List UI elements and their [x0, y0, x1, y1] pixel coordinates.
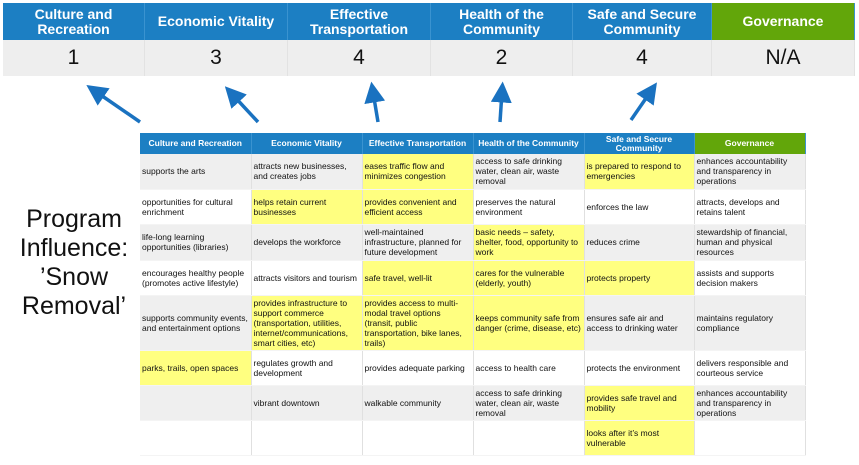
category-header: Effective Transportation	[288, 3, 431, 40]
category-score: N/A	[712, 40, 855, 76]
arrow-icon	[629, 82, 657, 121]
table-cell: preserves the natural environment	[473, 189, 585, 225]
table-cell: assists and supports decision makers	[694, 260, 806, 296]
table-cell: parks, trails, open spaces	[140, 350, 252, 386]
table-cell: encourages healthy people (promotes acti…	[140, 260, 252, 296]
table-cell: enhances accountability and transparency…	[694, 385, 806, 421]
table-row: life-long learning opportunities (librar…	[140, 224, 806, 261]
table-header: Safe and Secure Community	[584, 133, 695, 154]
table-cell	[362, 420, 474, 456]
table-row: parks, trails, open spaces regulates grow…	[140, 350, 806, 386]
table-cell: life-long learning opportunities (librar…	[140, 224, 252, 261]
arrow-icon	[490, 81, 512, 123]
table-cell	[694, 420, 806, 456]
category-score: 2	[431, 40, 573, 76]
program-influence-title: Program Influence: ’Snow Removal’	[19, 205, 129, 320]
category-header: Economic Vitality	[145, 3, 288, 40]
table-row: supports the arts attracts new businesses…	[140, 154, 806, 190]
table-cell: keeps community safe from danger (crime,…	[473, 295, 585, 351]
category-score: 4	[573, 40, 712, 76]
table-cell: protects property	[584, 260, 695, 296]
table-cell: enforces the law	[584, 189, 695, 225]
influence-table: Culture and Recreation Economic Vitality E…	[140, 133, 806, 456]
table-cell: attracts new businesses, and creates job…	[251, 154, 363, 190]
table-cell: basic needs – safety, shelter, food, opp…	[473, 224, 585, 261]
category-header: Safe and Secure Community	[573, 3, 712, 40]
category-header: Culture and Recreation	[3, 3, 145, 40]
category-header: Governance	[712, 3, 855, 40]
table-row: looks after it’s most vulnerable	[140, 420, 806, 456]
table-row: vibrant downtown walkable community access…	[140, 385, 806, 421]
table-cell: provides convenient and efficient access	[362, 189, 474, 225]
table-cell	[473, 420, 585, 456]
table-cell: provides adequate parking	[362, 350, 474, 386]
table-header: Governance	[694, 133, 806, 154]
table-cell	[140, 385, 252, 421]
table-cell: ensures safe air and access to drinking …	[584, 295, 695, 351]
table-cell	[140, 420, 252, 456]
table-cell: helps retain current businesses	[251, 189, 363, 225]
table-cell: attracts visitors and tourism	[251, 260, 363, 296]
table-cell: eases traffic flow and minimizes congest…	[362, 154, 474, 190]
table-cell: delivers responsible and courteous servi…	[694, 350, 806, 386]
arrow-icon	[86, 85, 141, 124]
table-cell: well-maintained infrastructure, planned …	[362, 224, 474, 261]
arrow-icon	[364, 81, 386, 123]
table-cell: develops the workforce	[251, 224, 363, 261]
arrow-icon	[224, 86, 260, 124]
table-cell: provides safe travel and mobility	[584, 385, 695, 421]
table-cell: protects the environment	[584, 350, 695, 386]
table-cell: provides infrastructure to support comme…	[251, 295, 363, 351]
table-cell	[251, 420, 363, 456]
table-cell: reduces crime	[584, 224, 695, 261]
table-cell: vibrant downtown	[251, 385, 363, 421]
table-cell: safe travel, well-lit	[362, 260, 474, 296]
table-row: supports community events, and entertain…	[140, 295, 806, 351]
table-cell: walkable community	[362, 385, 474, 421]
table-cell: cares for the vulnerable (elderly, youth…	[473, 260, 585, 296]
table-cell: enhances accountability and transparency…	[694, 154, 806, 190]
table-cell: opportunities for cultural enrichment	[140, 189, 252, 225]
table-header: Effective Transportation	[362, 133, 474, 154]
table-cell: supports the arts	[140, 154, 252, 190]
table-cell: looks after it’s most vulnerable	[584, 420, 695, 456]
table-cell: access to safe drinking water, clean air…	[473, 154, 585, 190]
category-score: 1	[3, 40, 145, 76]
table-header: Culture and Recreation	[140, 133, 252, 154]
category-score: 3	[145, 40, 288, 76]
table-cell: is prepared to respond to emergencies	[584, 154, 695, 190]
table-cell: regulates growth and development	[251, 350, 363, 386]
table-cell: access to health care	[473, 350, 585, 386]
table-row: encourages healthy people (promotes acti…	[140, 260, 806, 296]
table-header: Health of the Community	[473, 133, 585, 154]
table-cell: attracts, develops and retains talent	[694, 189, 806, 225]
table-cell: supports community events, and entertain…	[140, 295, 252, 351]
table-cell: stewardship of financial, human and phys…	[694, 224, 806, 261]
score-summary: Culture and Recreation Economic Vitality E…	[3, 3, 855, 76]
table-cell: provides access to multi-modal travel op…	[362, 295, 474, 351]
table-row: opportunities for cultural enrichment hel…	[140, 189, 806, 225]
category-score: 4	[288, 40, 431, 76]
table-header: Economic Vitality	[251, 133, 363, 154]
category-header: Health of the Community	[431, 3, 573, 40]
table-cell: maintains regulatory compliance	[694, 295, 806, 351]
table-cell: access to safe drinking water, clean air…	[473, 385, 585, 421]
